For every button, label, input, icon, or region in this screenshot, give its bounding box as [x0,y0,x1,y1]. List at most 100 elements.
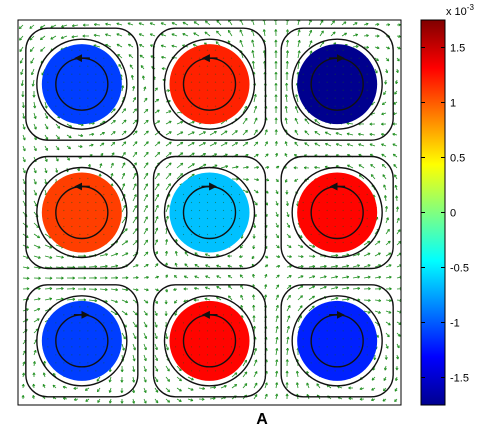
field-arrow [251,255,255,260]
disk-dot [63,370,65,372]
disk-dot [198,362,201,364]
field-arrow [358,143,365,147]
disk-dot [55,362,57,364]
field-arrow [394,398,398,403]
disk-dot [190,338,193,340]
field-arrow [132,162,137,169]
field-arrow [374,240,381,246]
disk-dot [358,233,360,236]
field-arrow [165,131,172,136]
field-arrow [295,382,299,389]
disk-dot [47,217,49,220]
disk-dot [71,73,73,75]
field-arrow [105,22,112,26]
field-arrow [346,132,354,136]
field-arrow [194,275,200,279]
disk-dot [326,177,328,180]
disk-dot [79,49,81,51]
vector-field [18,20,401,404]
field-arrow [20,68,24,75]
disk-dot [342,73,344,75]
field-arrow [110,264,119,268]
field-arrow [149,33,156,37]
field-arrow [253,394,258,400]
disk-dot [206,338,209,340]
field-arrow [252,233,256,239]
disk-dot [206,177,209,180]
field-arrow [392,132,398,136]
disk-dot [326,57,328,59]
disk-dot [222,193,225,196]
streamline [291,38,383,130]
field-arrow [143,263,149,268]
disk-dot [238,346,241,348]
field-arrow [96,376,101,382]
disk-dot [174,330,177,332]
field-arrow [21,372,26,378]
field-arrow [374,57,379,62]
field-arrow [374,298,382,303]
field-arrow [204,31,211,37]
disk-dot [358,105,360,107]
disk-dot [326,314,328,316]
field-arrow [33,297,41,301]
disk-dot [63,185,65,188]
field-arrow [88,132,95,136]
disk-dot [222,225,225,228]
field-arrow [164,250,168,257]
field-arrow [60,35,68,39]
field-arrow [363,45,370,49]
disk-dot [358,330,360,332]
disk-dot [366,81,368,83]
field-arrow [205,264,211,268]
field-arrow [253,347,258,356]
disk-dot [366,209,368,212]
field-arrow [193,32,200,37]
disk-dot [326,338,328,340]
colorbar-tick-label: -1.5 [450,373,469,385]
disk-dot [326,105,328,107]
field-arrow [352,286,361,291]
field-arrow [110,141,116,147]
disk-dot [214,73,217,75]
field-arrow [297,39,301,48]
field-arrow [395,365,399,371]
field-arrow [204,20,211,26]
field-arrow [174,299,178,304]
vortex-disk [297,172,378,253]
field-arrow [286,255,292,259]
disk-dot [358,73,360,75]
field-arrow [374,310,381,314]
field-arrow [77,134,84,138]
disk-dot [103,233,105,236]
field-arrow [275,294,279,301]
field-arrow [330,275,339,279]
disk-dot [55,105,57,107]
field-arrow [294,141,299,147]
disk-dot [71,217,73,220]
disk-dot [63,346,65,348]
field-arrow [19,35,24,41]
field-arrow [284,141,288,147]
colorbar-tick-label: 1 [450,98,456,110]
disk-dot [95,225,97,228]
disk-dot [350,185,352,188]
field-arrow [374,46,380,50]
field-arrow [297,265,304,269]
field-arrow [198,163,207,169]
disk-dot [358,362,360,364]
disk-dot [238,354,241,356]
field-arrow [121,288,129,292]
field-arrow [275,370,279,378]
field-arrow [143,108,149,114]
disk-dot [342,49,344,51]
field-arrow [73,397,79,401]
disk-dot [198,73,201,75]
field-arrow [253,117,258,125]
disk-dot [87,81,89,83]
field-arrow [154,321,158,328]
field-arrow [319,275,327,279]
field-arrow [22,266,30,270]
disk-dot [79,233,81,236]
